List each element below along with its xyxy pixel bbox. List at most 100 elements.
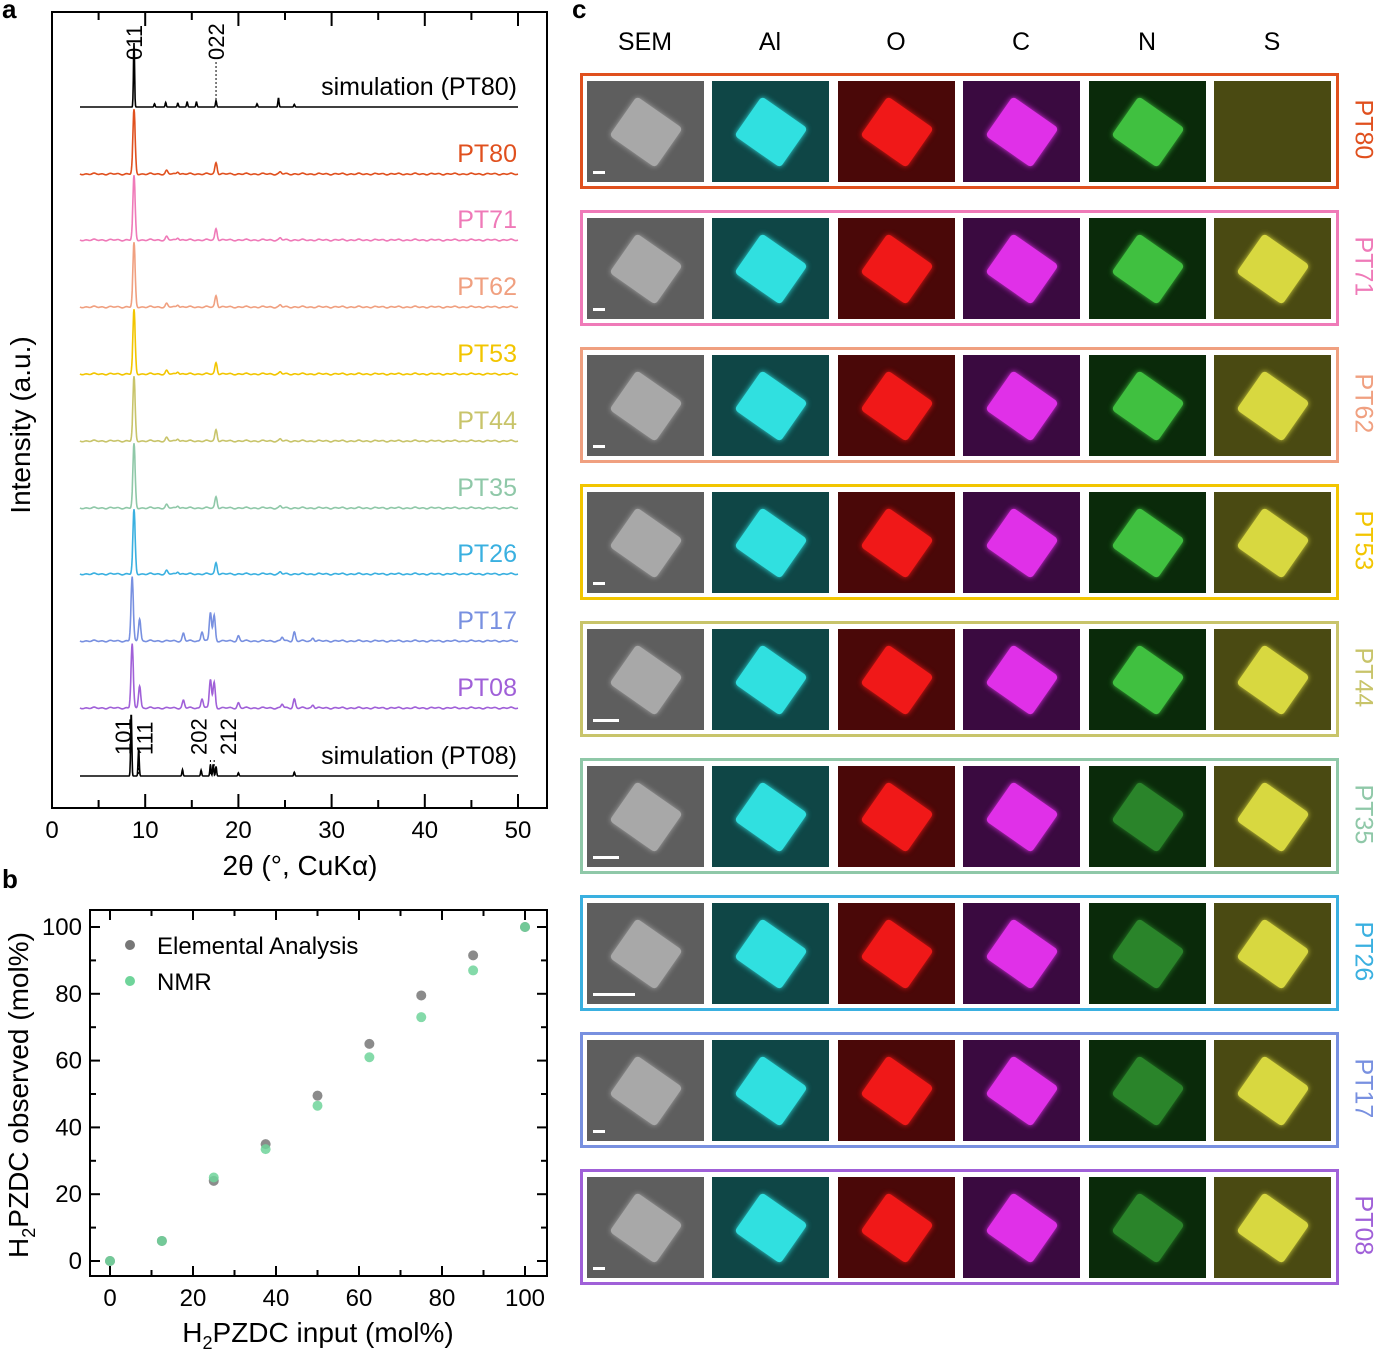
panel-label-c: c (572, 0, 587, 24)
trace-label: simulation (PT80) (321, 73, 517, 101)
row-label: PT71 (1349, 236, 1376, 297)
xrd-trace (79, 309, 519, 376)
crystal-shape (984, 1191, 1059, 1264)
x-tick-label: 0 (45, 817, 58, 844)
scatter-point (364, 1052, 375, 1063)
row-label: PT62 (1349, 373, 1376, 434)
scatter-point (520, 922, 530, 932)
map-tile (587, 218, 704, 319)
map-tile (1214, 81, 1331, 182)
crystal-shape (1235, 643, 1310, 716)
scale-bar (593, 308, 605, 311)
crystal-shape (1110, 506, 1185, 579)
y-tick-label: 0 (69, 1248, 82, 1275)
map-tile (963, 218, 1080, 319)
crystal-shape (1235, 506, 1310, 579)
y-tick-label: 100 (42, 914, 82, 941)
map-tile (838, 1177, 955, 1278)
map-tile (1089, 355, 1206, 456)
map-tile (587, 1177, 704, 1278)
map-tile (1214, 766, 1331, 867)
map-tile (838, 629, 955, 730)
map-tile (712, 81, 829, 182)
crystal-shape (984, 232, 1059, 305)
y-tick-label: 20 (55, 1181, 82, 1208)
map-tile (1089, 218, 1206, 319)
column-header: S (1263, 28, 1281, 56)
map-tile (1214, 355, 1331, 456)
crystal-shape (608, 506, 683, 579)
crystal-shape (984, 369, 1059, 442)
column-header: SEM (617, 28, 673, 56)
x-tick-label: 40 (263, 1285, 290, 1312)
map-tile (838, 81, 955, 182)
crystal-shape (608, 95, 683, 168)
crystal-shape (859, 917, 934, 990)
scale-bar (593, 171, 605, 174)
xrd-trace (79, 443, 519, 510)
x-tick-label: 30 (318, 817, 345, 844)
crystal-shape (1235, 917, 1310, 990)
sample-row-box (580, 758, 1339, 874)
scatter-point (468, 965, 479, 976)
xrd-trace (79, 175, 519, 242)
scatter-point (208, 1172, 219, 1183)
map-tile (963, 81, 1080, 182)
y-axis-label-part: PZDC observed (mol%) (3, 932, 34, 1228)
row-label: PT80 (1349, 99, 1376, 160)
crystal-shape (608, 643, 683, 716)
sample-row-box (580, 347, 1339, 463)
xrd-trace (79, 376, 519, 443)
scale-bar (593, 993, 635, 996)
map-tile (1089, 629, 1206, 730)
map-tile (838, 492, 955, 593)
legend-marker (125, 940, 135, 950)
map-tile (963, 355, 1080, 456)
map-tile (838, 218, 955, 319)
column-header: N (1137, 28, 1157, 56)
trace-label: PT35 (457, 474, 517, 502)
y-axis-label: Intensity (a.u.) (5, 336, 36, 513)
map-tile (1089, 492, 1206, 593)
x-axis-label: 2θ (°, CuKα) (223, 850, 378, 881)
y-tick-label: 60 (55, 1048, 82, 1075)
crystal-shape (1110, 1191, 1185, 1264)
trace-label: PT44 (457, 407, 517, 435)
sample-row-box (580, 210, 1339, 326)
map-tile (963, 903, 1080, 1004)
x-axis-label-part: PZDC input (mol%) (213, 1317, 454, 1348)
crystal-shape (859, 780, 934, 853)
map-tile (1214, 1040, 1331, 1141)
legend-marker (125, 976, 135, 986)
x-tick-label: 20 (225, 817, 252, 844)
map-tile (712, 355, 829, 456)
map-tile (1214, 218, 1331, 319)
crystal-shape (608, 780, 683, 853)
xrd-trace (79, 109, 519, 176)
trace-label: PT26 (457, 540, 517, 568)
crystal-shape (1235, 1191, 1310, 1264)
map-tile (963, 1177, 1080, 1278)
crystal-shape (733, 95, 808, 168)
map-tile (838, 1040, 955, 1141)
y-axis-label-part: H (3, 1238, 34, 1258)
xrd-plot-frame (51, 11, 548, 809)
crystal-shape (1235, 780, 1310, 853)
crystal-shape (984, 95, 1059, 168)
scatter-point (105, 1256, 115, 1266)
crystal-shape (733, 643, 808, 716)
map-tile (712, 492, 829, 593)
crystal-shape (733, 917, 808, 990)
x-tick-label: 20 (180, 1285, 207, 1312)
x-axis-label: H2PZDC input (mol%) (182, 1317, 453, 1353)
trace-label: simulation (PT08) (321, 742, 517, 770)
crystal-shape (608, 1054, 683, 1127)
scatter-point (312, 1090, 323, 1101)
row-label: PT35 (1349, 784, 1376, 845)
sample-row-box (580, 895, 1339, 1011)
x-tick-label: 80 (429, 1285, 456, 1312)
y-tick-label: 80 (55, 981, 82, 1008)
scatter-point (416, 1012, 427, 1023)
xrd-trace (79, 242, 519, 309)
